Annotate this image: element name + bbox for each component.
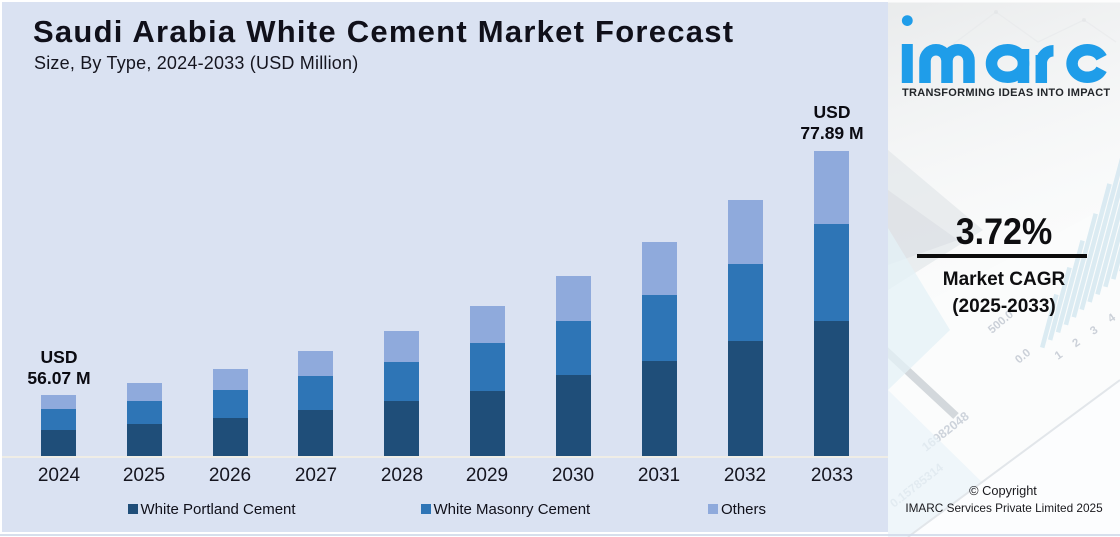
svg-text:0.0: 0.0 xyxy=(1013,347,1033,366)
